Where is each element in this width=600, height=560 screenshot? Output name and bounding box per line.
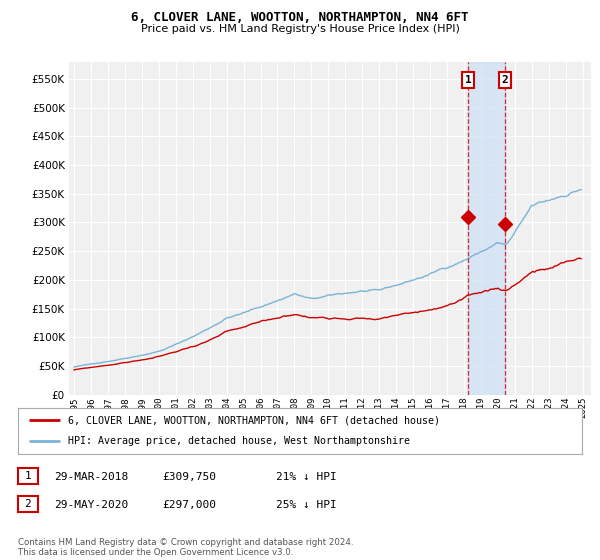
Text: 6, CLOVER LANE, WOOTTON, NORTHAMPTON, NN4 6FT: 6, CLOVER LANE, WOOTTON, NORTHAMPTON, NN… — [131, 11, 469, 24]
Text: 6, CLOVER LANE, WOOTTON, NORTHAMPTON, NN4 6FT (detached house): 6, CLOVER LANE, WOOTTON, NORTHAMPTON, NN… — [68, 415, 440, 425]
Text: 29-MAR-2018: 29-MAR-2018 — [54, 472, 128, 482]
Text: 2: 2 — [25, 499, 31, 509]
Text: 1: 1 — [465, 75, 472, 85]
Bar — [468, 62, 505, 395]
Text: Contains HM Land Registry data © Crown copyright and database right 2024.
This d: Contains HM Land Registry data © Crown c… — [18, 538, 353, 557]
Text: 2: 2 — [502, 75, 508, 85]
Text: £309,750: £309,750 — [162, 472, 216, 482]
Text: 21% ↓ HPI: 21% ↓ HPI — [276, 472, 337, 482]
Text: HPI: Average price, detached house, West Northamptonshire: HPI: Average price, detached house, West… — [68, 436, 410, 446]
Text: 1: 1 — [25, 471, 31, 481]
Text: Price paid vs. HM Land Registry's House Price Index (HPI): Price paid vs. HM Land Registry's House … — [140, 24, 460, 34]
Text: 29-MAY-2020: 29-MAY-2020 — [54, 500, 128, 510]
Text: £297,000: £297,000 — [162, 500, 216, 510]
Text: 25% ↓ HPI: 25% ↓ HPI — [276, 500, 337, 510]
